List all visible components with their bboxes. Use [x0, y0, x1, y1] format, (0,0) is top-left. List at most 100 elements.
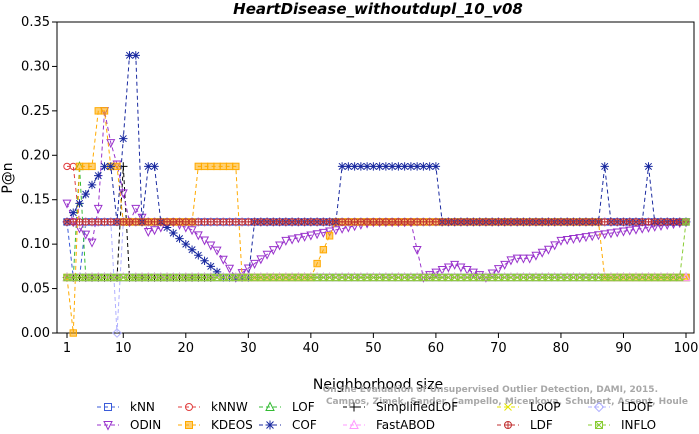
x-tick-label: 70	[490, 341, 507, 356]
data-point	[394, 162, 403, 171]
series-layer	[62, 51, 691, 338]
legend-label: LDOF	[621, 400, 653, 414]
data-point	[593, 401, 605, 413]
x-tick-label: 40	[303, 341, 320, 356]
data-point	[306, 231, 316, 241]
series-ldf	[63, 218, 690, 226]
data-point	[62, 199, 72, 209]
data-point	[185, 421, 193, 429]
x-axis: 1 10 20 30 40 50 60 70 80 90 100	[63, 333, 699, 356]
data-point	[325, 232, 334, 240]
data-point	[450, 260, 460, 270]
data-point	[88, 162, 96, 171]
legend-item-simplifiedlof: SimplifiedLOF	[343, 400, 458, 414]
x-tick-label: 60	[428, 341, 445, 356]
data-point	[131, 51, 140, 60]
data-point	[275, 241, 285, 251]
data-point	[504, 403, 512, 411]
data-point	[206, 241, 216, 251]
data-point	[281, 236, 291, 246]
data-point	[406, 162, 416, 171]
legend-item-kdeos: KDEOS	[178, 418, 253, 432]
data-point	[500, 260, 510, 270]
y-tick-label: 0.00	[21, 326, 50, 341]
data-point	[100, 107, 109, 115]
data-point	[200, 162, 209, 171]
y-tick-label: 0.25	[21, 104, 50, 119]
x-tick-label: 100	[674, 341, 699, 356]
data-point	[625, 226, 635, 236]
data-point	[150, 226, 160, 236]
data-point	[537, 248, 547, 258]
x-tick-label: 30	[240, 341, 257, 356]
data-point	[287, 235, 297, 245]
series-line	[66, 110, 687, 279]
data-point	[412, 245, 422, 256]
data-point	[232, 162, 240, 171]
data-point	[125, 51, 134, 60]
data-point	[681, 272, 691, 282]
data-point	[265, 420, 275, 430]
data-point	[575, 234, 585, 244]
data-point	[581, 233, 591, 243]
plot-frame	[56, 21, 695, 334]
y-axis-label: P@n	[0, 162, 16, 193]
legend-label: FastABOD	[376, 418, 435, 432]
data-point	[512, 254, 522, 264]
legend-label: kNNW	[211, 400, 248, 414]
data-point	[412, 162, 422, 171]
data-point	[606, 229, 616, 239]
chart-title: HeartDisease_withoutdupl_10_v08	[233, 0, 523, 18]
data-point	[349, 402, 359, 412]
series-line	[67, 165, 686, 223]
data-point	[437, 266, 447, 276]
data-point	[443, 263, 453, 273]
data-point	[194, 251, 203, 260]
data-point	[568, 235, 578, 245]
data-point	[268, 246, 278, 256]
data-point	[618, 227, 628, 237]
data-point	[81, 230, 91, 240]
data-point	[375, 162, 384, 171]
data-point	[595, 421, 603, 429]
data-point	[243, 264, 253, 274]
data-point	[612, 228, 622, 238]
data-point	[100, 162, 109, 171]
data-point	[206, 262, 216, 271]
series-odin	[62, 107, 691, 283]
data-point	[400, 162, 409, 171]
credit-line-2: Campos, Zimek, Sander, Campello, Micenko…	[326, 397, 688, 407]
data-point	[218, 255, 228, 265]
data-point	[631, 225, 641, 235]
data-point	[137, 213, 147, 223]
x-tick-label: 80	[553, 341, 570, 356]
data-point	[550, 241, 560, 251]
data-point	[369, 162, 378, 171]
data-point	[212, 267, 222, 277]
y-tick-label: 0.30	[21, 59, 50, 74]
data-point	[144, 162, 153, 171]
credit-line-1: On the Evaluation of Unsupervised Outlie…	[323, 385, 658, 395]
legend-label: kNN	[130, 400, 155, 414]
legend-label: LOF	[292, 400, 315, 414]
data-point	[337, 162, 347, 171]
data-point	[644, 162, 653, 171]
data-point	[87, 238, 97, 248]
data-point	[219, 162, 228, 171]
data-point	[106, 162, 115, 171]
series-inflo	[63, 218, 690, 282]
legend-item-lof: LOF	[259, 400, 315, 414]
legend-label: LDF	[530, 418, 553, 432]
data-point	[75, 162, 84, 171]
data-point	[556, 236, 566, 246]
data-point	[293, 234, 303, 244]
data-point	[69, 208, 78, 217]
data-point	[381, 162, 391, 171]
data-point	[344, 162, 353, 171]
data-point	[419, 162, 428, 171]
legend-item-knnw: kNNW	[178, 400, 248, 414]
data-point	[143, 228, 153, 238]
data-point	[262, 250, 272, 260]
data-point	[118, 189, 128, 199]
